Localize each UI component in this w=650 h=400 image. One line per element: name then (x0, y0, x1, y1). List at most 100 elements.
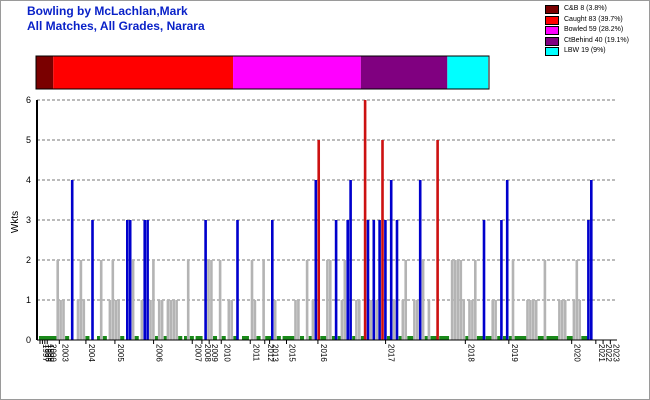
innings-marker (242, 336, 247, 340)
x-tick-label: 2008 (203, 344, 212, 362)
bar-grey (369, 300, 373, 340)
x-tick-label: 2005 (116, 344, 125, 362)
innings-marker (41, 336, 46, 340)
bar-grey (534, 300, 538, 340)
bar-grey (172, 300, 176, 340)
y-tick-label: 2 (26, 255, 31, 265)
bar-grey (166, 300, 170, 340)
bar-grey (169, 300, 173, 340)
innings-marker (546, 336, 551, 340)
legend-label-caught: Caught 83 (39.7%) (564, 15, 623, 23)
bar-grey (532, 300, 535, 340)
innings-marker (221, 336, 226, 340)
bar-blue (236, 220, 239, 340)
innings-marker (488, 336, 493, 340)
bar-blue (505, 180, 509, 340)
bar-red (381, 140, 384, 340)
y-axis-label: Wkts (10, 211, 21, 233)
bar-grey (114, 300, 118, 340)
innings-marker (424, 336, 429, 340)
innings-marker (155, 336, 160, 340)
bar-blue (384, 220, 387, 340)
innings-marker (566, 336, 571, 340)
x-tick-label: 2016 (319, 344, 328, 362)
x-tick-label: 2023 (611, 344, 620, 362)
innings-marker (352, 336, 357, 340)
bar-blue (346, 220, 350, 340)
bar-grey (210, 260, 213, 340)
innings-marker (50, 336, 55, 340)
innings-marker (178, 336, 183, 340)
innings-marker (233, 336, 238, 340)
innings-marker (503, 336, 508, 340)
innings-marker (44, 336, 49, 340)
bar-grey (250, 260, 254, 340)
innings-marker (439, 336, 444, 340)
bar-grey (297, 300, 300, 340)
x-tick-label: 2021 (597, 344, 606, 362)
innings-marker (508, 336, 513, 340)
bar-grey (311, 300, 315, 340)
x-tick-label: 2000 (48, 344, 57, 362)
x-tick-label: 2006 (155, 344, 164, 362)
innings-marker (398, 336, 403, 340)
bar-red (436, 140, 439, 340)
bar-grey (152, 260, 155, 340)
innings-marker (476, 336, 481, 340)
bar-blue (418, 180, 422, 340)
x-tick-label: 2015 (288, 344, 297, 362)
innings-marker (584, 336, 589, 340)
innings-marker (256, 336, 261, 340)
bar-grey (76, 300, 80, 340)
innings-marker (300, 336, 305, 340)
bar-grey (253, 300, 257, 340)
bar-grey (453, 260, 457, 340)
bar-grey (474, 260, 477, 340)
legend-swatch-cb (545, 5, 559, 14)
y-tick-label: 1 (26, 295, 31, 305)
bar-grey (563, 300, 567, 340)
bar-grey (79, 260, 83, 340)
bar-red (317, 140, 321, 340)
bar-grey (421, 260, 425, 340)
innings-marker (265, 336, 270, 340)
innings-marker (65, 336, 70, 340)
bar-grey (294, 300, 297, 340)
innings-marker (85, 336, 90, 340)
innings-marker (433, 336, 438, 340)
y-tick-label: 3 (26, 215, 31, 225)
legend-label-cb: C&B 8 (3.8%) (564, 5, 607, 12)
bar-blue (590, 180, 593, 340)
bar-grey (529, 300, 532, 340)
bar-grey (326, 260, 329, 340)
innings-marker (540, 336, 545, 340)
dismissal-segment-ctbehind (360, 56, 448, 89)
x-tick-label: 1998 (43, 344, 52, 362)
innings-marker (276, 336, 281, 340)
innings-marker (39, 336, 44, 340)
bar-blue (126, 220, 129, 340)
bar-blue (204, 220, 207, 340)
bar-grey (273, 300, 277, 340)
bar-grey (140, 300, 144, 340)
bar-grey (358, 300, 361, 340)
x-tick-label: 2012 (266, 344, 275, 362)
innings-marker (268, 336, 273, 340)
bar-grey (186, 260, 190, 340)
bar-grey (108, 300, 112, 340)
innings-marker (53, 336, 58, 340)
innings-marker (520, 336, 525, 340)
x-tick-label: 2018 (466, 344, 475, 362)
dismissal-segment-caught (53, 56, 234, 89)
innings-marker (331, 336, 336, 340)
innings-marker (537, 336, 542, 340)
bar-blue (378, 220, 381, 340)
bar-blue (482, 220, 486, 340)
chart-subtitle: All Matches, All Grades, Narara (27, 19, 205, 33)
innings-marker (288, 336, 293, 340)
bar-grey (218, 260, 222, 340)
innings-marker (320, 336, 325, 340)
x-tick-label: 2003 (60, 344, 69, 362)
innings-marker (569, 336, 574, 340)
innings-marker (497, 336, 502, 340)
